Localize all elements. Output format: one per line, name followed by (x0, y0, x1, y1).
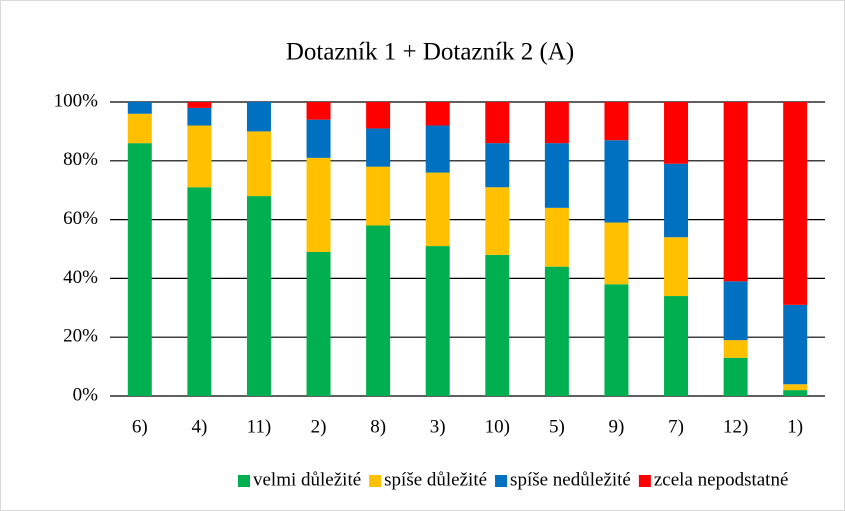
bar-segment (366, 128, 391, 167)
bar-segment (783, 390, 808, 396)
x-tick-label: 2) (311, 416, 327, 437)
chart-title: Dotazník 1 + Dotazník 2 (A) (286, 39, 574, 66)
x-tick-label: 6) (132, 416, 148, 437)
bar-segment (425, 246, 450, 396)
bar-segment (664, 237, 689, 297)
legend-label: velmi důležité (253, 469, 361, 490)
bar-segment (544, 102, 569, 144)
bar-segment (604, 222, 629, 285)
bar-segment (664, 296, 689, 396)
bar-segment (425, 102, 450, 126)
bar-segment (544, 207, 569, 267)
legend-swatch (638, 475, 651, 487)
bar-segment (246, 131, 271, 197)
bar-segment (485, 143, 510, 188)
bar-segment (783, 304, 808, 385)
bar-segment (664, 163, 689, 238)
bar-segment (306, 119, 331, 158)
bar-segment (544, 266, 569, 396)
bar-segment (485, 254, 510, 396)
bar-segment (485, 102, 510, 144)
x-tick-label: 1) (787, 416, 803, 437)
bar-segment (187, 187, 212, 396)
bar-segment (187, 107, 212, 126)
bar-segment (425, 172, 450, 247)
bar-segment (604, 140, 629, 223)
bar-segment (127, 143, 152, 396)
legend-swatch (238, 475, 250, 487)
bar-segment (306, 251, 331, 396)
bar-segment (783, 102, 808, 305)
bar-segment (366, 102, 391, 129)
x-tick-label: 4) (191, 416, 207, 437)
legend-label: spíše důležité (384, 469, 487, 490)
bar-segment (723, 281, 748, 341)
bar-segment (306, 102, 331, 120)
bar-segment (187, 125, 212, 188)
bar-segment (425, 125, 450, 173)
x-tick-label: 8) (370, 416, 386, 437)
bar-segment (127, 113, 152, 144)
bar-segment (306, 157, 331, 252)
bar-segment (366, 225, 391, 396)
bar-segment (783, 384, 808, 391)
x-tick-label: 12) (723, 416, 748, 437)
y-tick-label: 60% (63, 208, 98, 229)
x-tick-label: 7) (668, 416, 684, 437)
bar-segment (187, 102, 212, 108)
x-tick-label: 5) (549, 416, 565, 437)
y-tick-label: 20% (63, 326, 98, 347)
x-tick-label: 10) (485, 416, 510, 437)
x-tick-label: 3) (430, 416, 446, 437)
y-tick-label: 80% (63, 149, 98, 170)
bar-segment (246, 196, 271, 396)
bar-segment (723, 102, 748, 282)
bar-segment (604, 284, 629, 396)
bar-segment (723, 340, 748, 358)
legend-label: zcela nepodstatné (654, 469, 789, 490)
legend-swatch (495, 475, 508, 487)
x-tick-label: 9) (609, 416, 625, 437)
bar-segment (485, 187, 510, 255)
bar-segment (664, 102, 689, 164)
y-tick-label: 0% (73, 384, 99, 405)
bar-segment (544, 143, 569, 208)
x-tick-label: 11) (247, 416, 272, 437)
bar-segment (723, 357, 748, 396)
legend-label: spíše nedůležité (510, 469, 631, 490)
legend-swatch (369, 475, 382, 487)
bar-segment (127, 102, 152, 114)
y-tick-label: 100% (54, 90, 99, 111)
bar-segment (604, 102, 629, 141)
bar-segment (246, 102, 271, 132)
y-tick-label: 40% (63, 267, 98, 288)
bar-segment (366, 166, 391, 226)
